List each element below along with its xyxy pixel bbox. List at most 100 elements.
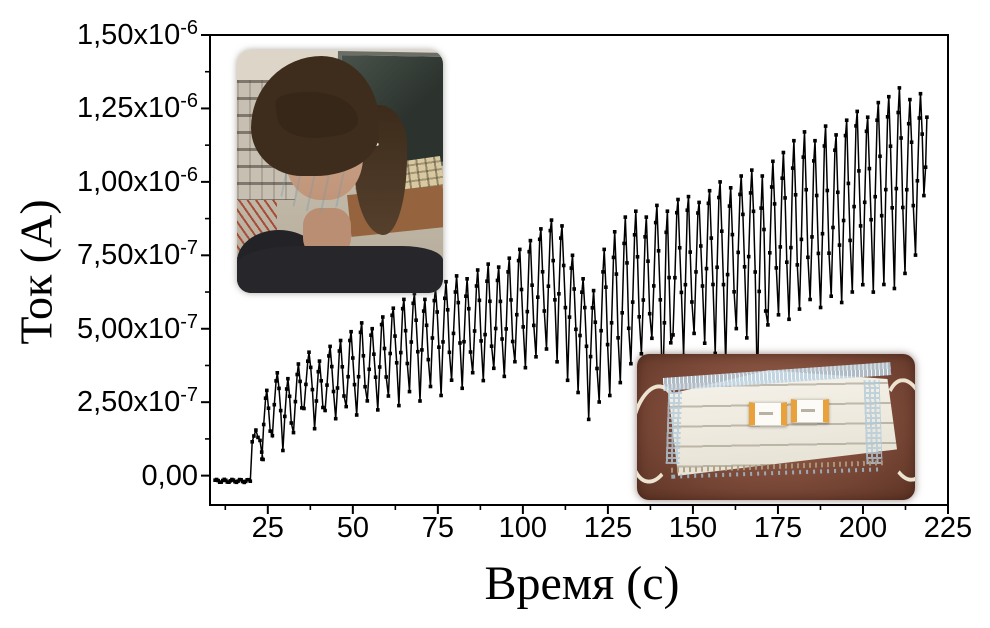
photo-dark-shirt xyxy=(237,246,443,293)
data-point-marker xyxy=(911,203,916,208)
data-point-marker xyxy=(367,367,371,372)
data-point-marker xyxy=(725,272,730,277)
data-point-marker xyxy=(869,217,873,222)
data-point-marker xyxy=(855,109,859,114)
data-point-marker xyxy=(626,326,631,331)
data-point-marker xyxy=(317,359,322,363)
data-point-marker xyxy=(510,339,515,344)
data-point-marker xyxy=(632,233,637,237)
x-tick-label: 200 xyxy=(838,512,888,544)
data-point-marker xyxy=(390,313,394,318)
data-point-marker xyxy=(580,290,584,294)
data-point-marker xyxy=(373,375,378,379)
data-point-marker xyxy=(437,345,441,349)
data-point-marker xyxy=(504,327,508,331)
data-point-marker xyxy=(721,282,726,287)
data-point-marker xyxy=(915,179,920,183)
data-point-marker xyxy=(467,306,471,311)
data-point-marker xyxy=(806,255,810,260)
data-point-marker xyxy=(694,270,698,274)
data-point-marker xyxy=(728,186,733,190)
data-point-marker xyxy=(363,384,367,389)
data-point-marker xyxy=(763,309,768,313)
data-point-marker xyxy=(250,440,254,444)
data-point-marker xyxy=(405,361,410,366)
data-point-marker xyxy=(296,362,301,366)
data-point-marker xyxy=(797,307,802,311)
data-point-marker xyxy=(384,375,388,379)
y-tick-label: 1,00x10-6 xyxy=(77,163,198,198)
data-point-marker xyxy=(616,336,620,340)
data-point-marker xyxy=(772,202,777,206)
data-point-marker xyxy=(599,328,603,333)
data-point-marker xyxy=(608,393,612,398)
data-point-marker xyxy=(820,231,825,236)
x-tick-label: 100 xyxy=(498,512,548,544)
data-point-marker xyxy=(778,245,783,249)
data-point-marker xyxy=(750,168,754,172)
data-point-marker xyxy=(498,299,503,304)
x-tick-label: 175 xyxy=(753,512,803,544)
data-point-marker xyxy=(349,329,353,334)
data-point-marker xyxy=(814,193,819,198)
data-point-marker xyxy=(310,387,315,392)
data-point-marker xyxy=(493,326,498,331)
data-point-marker xyxy=(302,406,306,411)
y-tick-label: 1,50x10-6 xyxy=(77,17,198,51)
data-point-marker xyxy=(878,154,882,159)
data-point-marker xyxy=(352,382,357,387)
data-point-marker xyxy=(344,404,348,409)
data-point-marker xyxy=(776,313,781,317)
data-point-marker xyxy=(391,306,396,310)
data-point-marker xyxy=(293,399,298,404)
data-point-marker xyxy=(923,165,928,169)
data-point-marker xyxy=(468,350,473,354)
data-point-marker xyxy=(629,361,633,366)
data-point-marker xyxy=(785,260,789,264)
data-point-marker xyxy=(707,188,712,193)
data-point-marker xyxy=(443,296,447,301)
data-point-marker xyxy=(563,305,568,310)
data-point-marker xyxy=(909,140,914,144)
data-point-marker xyxy=(720,229,724,233)
y-tick-label: 2,50x10-7 xyxy=(77,384,198,419)
data-point-marker xyxy=(537,237,542,242)
data-point-marker xyxy=(655,203,659,208)
data-point-marker xyxy=(435,310,439,314)
data-point-marker xyxy=(650,336,654,341)
data-point-marker xyxy=(639,352,644,356)
data-point-marker xyxy=(583,305,587,310)
data-point-marker xyxy=(706,201,711,206)
data-point-marker xyxy=(818,305,823,310)
data-point-marker xyxy=(584,344,589,349)
data-point-marker xyxy=(354,413,359,417)
y-tick-label: 5,00x10-7 xyxy=(77,310,198,345)
data-point-marker xyxy=(745,336,749,340)
data-point-marker xyxy=(790,166,795,170)
data-point-marker xyxy=(595,366,599,371)
data-point-marker xyxy=(399,350,403,355)
data-point-marker xyxy=(742,265,747,269)
data-point-marker xyxy=(890,206,894,210)
data-point-marker xyxy=(527,249,531,254)
data-point-marker xyxy=(477,298,482,303)
data-point-marker xyxy=(507,256,512,260)
data-point-marker xyxy=(272,402,277,407)
data-point-marker xyxy=(323,408,327,413)
data-point-marker xyxy=(567,315,572,319)
data-point-marker xyxy=(854,124,858,128)
data-point-marker xyxy=(291,430,296,435)
data-point-marker xyxy=(673,275,677,280)
data-point-marker xyxy=(369,333,373,337)
data-point-marker xyxy=(622,241,626,246)
data-point-marker xyxy=(822,144,827,148)
data-point-marker xyxy=(787,317,791,322)
data-point-marker xyxy=(479,339,483,343)
data-point-marker xyxy=(823,124,828,128)
data-point-marker xyxy=(464,294,468,298)
x-tick-label: 50 xyxy=(336,512,369,544)
data-point-marker xyxy=(544,347,549,351)
data-point-marker xyxy=(590,306,595,310)
data-point-marker xyxy=(572,287,576,291)
